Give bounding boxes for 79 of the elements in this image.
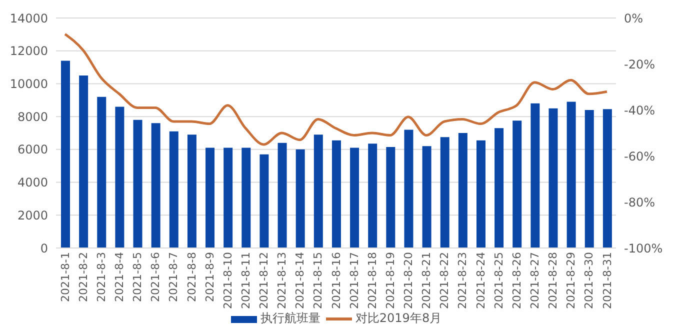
legend-label: 执行航班量 <box>259 310 320 327</box>
y2-tick-label: 0% <box>624 11 644 26</box>
x-tick-label: 2021-8-6 <box>149 252 162 302</box>
y2-tick-label: -40% <box>624 103 656 118</box>
y-tick-label: 2000 <box>17 208 48 222</box>
bar <box>133 120 142 248</box>
x-tick-label: 2021-8-19 <box>384 252 398 309</box>
bar <box>97 96 106 248</box>
x-tick-label: 2021-8-14 <box>294 252 307 309</box>
x-tick-label: 2021-8-15 <box>312 252 325 309</box>
x-tick-label: 2021-8-20 <box>402 252 416 309</box>
x-tick-label: 2021-8-22 <box>438 252 452 309</box>
x-tick-label: 2021-8-11 <box>239 252 252 309</box>
bar <box>566 102 576 248</box>
y-tick-label: 12000 <box>10 44 48 58</box>
bar <box>440 137 450 248</box>
x-tick-label: 2021-8-9 <box>203 252 216 302</box>
bar <box>458 133 468 248</box>
bar <box>115 106 124 248</box>
x-tick-label: 2021-8-17 <box>348 252 361 309</box>
bar <box>530 103 540 248</box>
bar <box>79 76 88 248</box>
bar <box>548 108 558 248</box>
x-tick-label: 2021-8-21 <box>420 252 434 309</box>
x-tick-label: 2021-8-10 <box>221 252 234 309</box>
x-tick-label: 2021-8-26 <box>510 252 524 309</box>
x-tick-label: 2021-8-8 <box>185 252 198 302</box>
bar <box>368 144 378 248</box>
x-tick-label: 2021-8-29 <box>564 252 578 309</box>
x-tick-label: 2021-8-30 <box>582 252 596 309</box>
x-tick-label: 2021-8-16 <box>330 252 343 309</box>
bar <box>584 110 594 248</box>
legend-label: 对比2019年8月 <box>354 310 442 327</box>
bar <box>260 154 269 248</box>
x-tick-label: 2021-8-5 <box>131 252 144 302</box>
bar <box>169 131 178 248</box>
x-tick-label: 2021-8-1 <box>58 252 72 302</box>
y-tick-label: 14000 <box>10 11 48 26</box>
y2-tick-label: -80% <box>624 195 656 210</box>
x-tick-label: 2021-8-31 <box>600 252 614 309</box>
bar <box>386 146 396 248</box>
y-tick-label: 10000 <box>10 76 48 91</box>
bar <box>278 142 287 248</box>
x-tick-label: 2021-8-28 <box>546 252 560 309</box>
bar <box>494 128 504 248</box>
bar <box>224 148 233 248</box>
bar <box>422 146 432 248</box>
bar <box>242 148 251 248</box>
x-tick-label: 2021-8-2 <box>76 252 90 302</box>
x-tick-label: 2021-8-23 <box>456 252 470 309</box>
bar <box>187 134 196 248</box>
y-tick-label: 0 <box>40 241 48 256</box>
line-series <box>64 32 608 146</box>
bar <box>151 123 160 248</box>
x-tick-label: 2021-8-18 <box>366 252 379 309</box>
bar <box>206 148 215 248</box>
x-tick-label: 2021-8-12 <box>258 252 271 309</box>
y2-tick-label: -20% <box>624 57 656 72</box>
x-tick-label: 2021-8-3 <box>94 252 108 302</box>
x-tick-label: 2021-8-27 <box>528 252 542 309</box>
bar <box>296 149 305 248</box>
bar <box>512 120 522 248</box>
x-tick-label: 2021-8-25 <box>492 252 506 309</box>
bar <box>314 134 323 248</box>
y-tick-label: 8000 <box>17 110 48 124</box>
y-tick-label: 4000 <box>17 176 48 190</box>
bar <box>350 148 360 248</box>
bar <box>476 140 486 248</box>
bar <box>602 109 612 248</box>
y2-tick-label: -60% <box>624 149 656 164</box>
bar <box>332 140 341 248</box>
x-tick-label: 2021-8-24 <box>474 252 488 309</box>
y2-tick-label: -100% <box>624 241 663 256</box>
y-tick-label: 6000 <box>17 142 48 157</box>
x-tick-label: 2021-8-7 <box>167 252 180 302</box>
bar <box>61 60 70 248</box>
bar <box>404 130 414 248</box>
x-tick-label: 2021-8-13 <box>276 252 289 309</box>
x-tick-label: 2021-8-4 <box>113 252 126 302</box>
